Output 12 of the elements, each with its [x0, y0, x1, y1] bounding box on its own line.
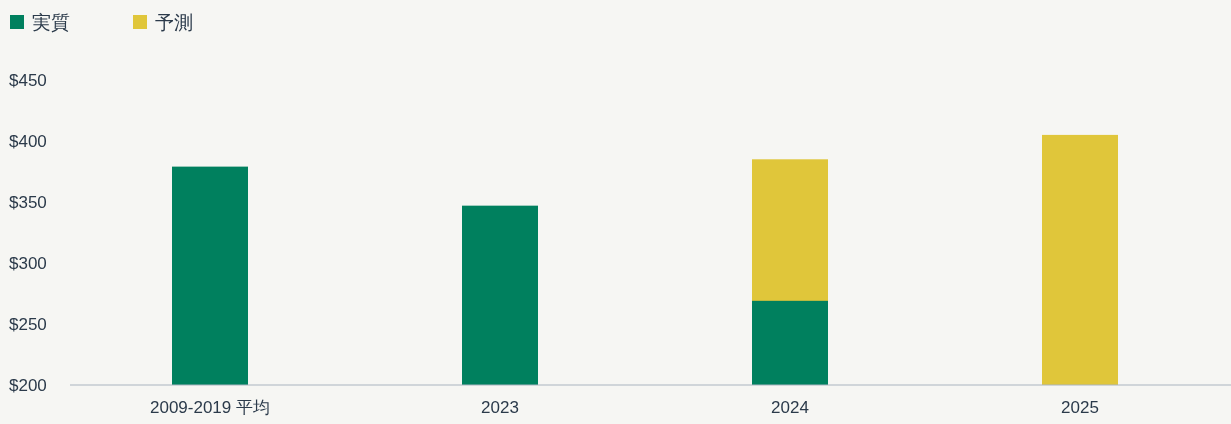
y-tick-label: $350 — [9, 192, 47, 212]
x-tick-label: 2023 — [481, 398, 519, 417]
y-tick-label: $400 — [9, 131, 47, 151]
x-tick-label: 2009-2019 平均 — [149, 398, 271, 417]
y-tick-label: $250 — [9, 314, 47, 334]
y-tick-label: $200 — [9, 375, 47, 395]
x-tick-label: 2025 — [1061, 398, 1099, 417]
x-tick-label: 2024 — [771, 398, 809, 417]
legend-label: 実質 — [32, 11, 70, 33]
y-tick-label: $300 — [9, 253, 47, 273]
legend-label: 予測 — [155, 11, 193, 33]
y-tick-label: $450 — [9, 70, 47, 90]
